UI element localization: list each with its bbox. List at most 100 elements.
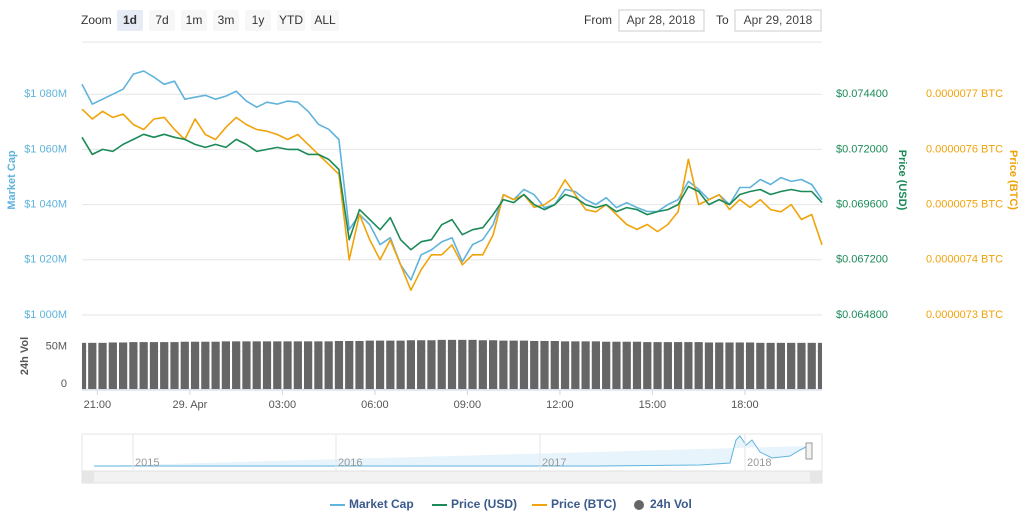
volume-bar — [540, 340, 549, 389]
volume-bar — [417, 340, 426, 389]
navigator-label: 2017 — [542, 457, 566, 469]
zoom-button[interactable] — [277, 10, 305, 31]
volume-bar — [129, 342, 138, 389]
navigator-label: 2015 — [135, 457, 159, 469]
volume-bar — [663, 342, 672, 389]
volume-bar — [201, 341, 210, 389]
x-tick-label: 06:00 — [361, 399, 389, 411]
y-tick-label: $1 080M — [24, 88, 67, 100]
volume-bar — [519, 340, 529, 389]
volume-bar — [345, 340, 354, 389]
volume-bar — [684, 342, 693, 389]
navigator-label: 2016 — [338, 457, 362, 469]
zoom-button-label[interactable]: 7d — [155, 13, 168, 27]
volume-bar — [776, 342, 785, 389]
volume-bar — [375, 340, 385, 389]
scrollbar[interactable] — [81, 470, 823, 484]
zoom-button-label[interactable]: 1d — [123, 13, 137, 27]
navigator-line — [94, 435, 809, 467]
volume-bar — [88, 342, 97, 389]
volume-bar — [756, 342, 765, 389]
zoom-button-label[interactable]: YTD — [279, 13, 303, 27]
volume-bar — [232, 341, 241, 389]
y-tick-label: $0.067200 — [836, 254, 888, 266]
volume-bar — [715, 342, 724, 389]
axis-title: Price (USD) — [896, 150, 908, 211]
volume-bar — [509, 340, 518, 389]
zoom-button-label[interactable]: 1m — [186, 13, 203, 27]
volume-bar — [499, 340, 508, 389]
zoom-button[interactable] — [149, 10, 175, 31]
axis-title: Price (BTC) — [1007, 150, 1019, 210]
to-value[interactable]: Apr 29, 2018 — [744, 13, 813, 27]
volume-bar — [458, 339, 467, 389]
to-input[interactable] — [734, 9, 822, 32]
volume-bar — [447, 339, 457, 389]
x-tick-label: 21:00 — [84, 399, 112, 411]
volume-bar — [334, 340, 344, 389]
volume-bar — [262, 341, 272, 389]
legend-label[interactable]: Market Cap — [349, 497, 414, 511]
volume-bar — [82, 342, 87, 389]
x-tick-label: 29. Apr — [172, 399, 207, 411]
volume-bar — [314, 341, 323, 389]
zoom-button[interactable] — [117, 10, 143, 31]
series-line — [81, 70, 823, 281]
series-line — [81, 133, 823, 251]
y-tick-label: 0.0000073 BTC — [926, 309, 1003, 321]
volume-bar — [406, 340, 415, 389]
zoom-button-label[interactable]: 1y — [252, 13, 265, 27]
volume-bar — [694, 342, 703, 389]
volume-bar — [427, 340, 436, 389]
volume-bar — [817, 342, 822, 389]
legend-label[interactable]: Price (BTC) — [551, 497, 616, 511]
volume-bar — [560, 341, 570, 389]
volume-bar — [386, 340, 395, 389]
volume-bar — [149, 342, 159, 389]
volume-bar — [489, 340, 498, 389]
navigator-handle[interactable] — [805, 442, 813, 460]
volume-bar — [170, 342, 179, 389]
legend-swatch — [634, 500, 644, 510]
volume-bar — [190, 341, 200, 389]
y-tick-label: $1 040M — [24, 199, 67, 211]
zoom-button-label[interactable]: ALL — [314, 13, 336, 27]
zoom-button[interactable] — [213, 10, 239, 31]
axis-title: Market Cap — [6, 150, 18, 210]
scroll-left[interactable] — [82, 471, 94, 483]
legend-label[interactable]: 24h Vol — [650, 497, 692, 511]
from-value[interactable]: Apr 28, 2018 — [627, 13, 696, 27]
volume-bar — [324, 341, 333, 389]
volume-bar — [108, 342, 117, 389]
volume-bar — [807, 342, 816, 389]
volume-bar — [591, 341, 600, 389]
zoom-button[interactable] — [311, 10, 339, 31]
series-line — [81, 108, 823, 291]
volume-tick-label: 0 — [61, 378, 67, 390]
volume-bar — [704, 342, 714, 389]
volume-bar — [622, 341, 631, 389]
scroll-right[interactable] — [810, 471, 822, 483]
zoom-button-label[interactable]: 3m — [218, 13, 235, 27]
volume-bar — [437, 339, 446, 389]
volume-axis-title: 24h Vol — [19, 337, 31, 375]
volume-bar — [745, 342, 755, 389]
x-tick-label: 03:00 — [269, 399, 297, 411]
y-tick-label: 0.0000077 BTC — [926, 88, 1003, 100]
volume-bar — [211, 341, 220, 389]
volume-bar — [725, 342, 734, 389]
zoom-button[interactable] — [181, 10, 207, 31]
from-input[interactable] — [618, 9, 705, 32]
y-tick-label: $0.064800 — [836, 309, 888, 321]
legend-label[interactable]: Price (USD) — [451, 497, 517, 511]
volume-bar — [180, 341, 189, 389]
navigator-label: 2018 — [747, 457, 771, 469]
volume-bar — [571, 341, 580, 389]
zoom-button[interactable] — [245, 10, 271, 31]
y-tick-label: $1 020M — [24, 254, 67, 266]
x-tick-label: 12:00 — [546, 399, 574, 411]
volume-bar — [252, 341, 261, 389]
volume-bar — [797, 342, 806, 389]
volume-bar — [766, 342, 775, 389]
to-label: To — [716, 13, 729, 27]
